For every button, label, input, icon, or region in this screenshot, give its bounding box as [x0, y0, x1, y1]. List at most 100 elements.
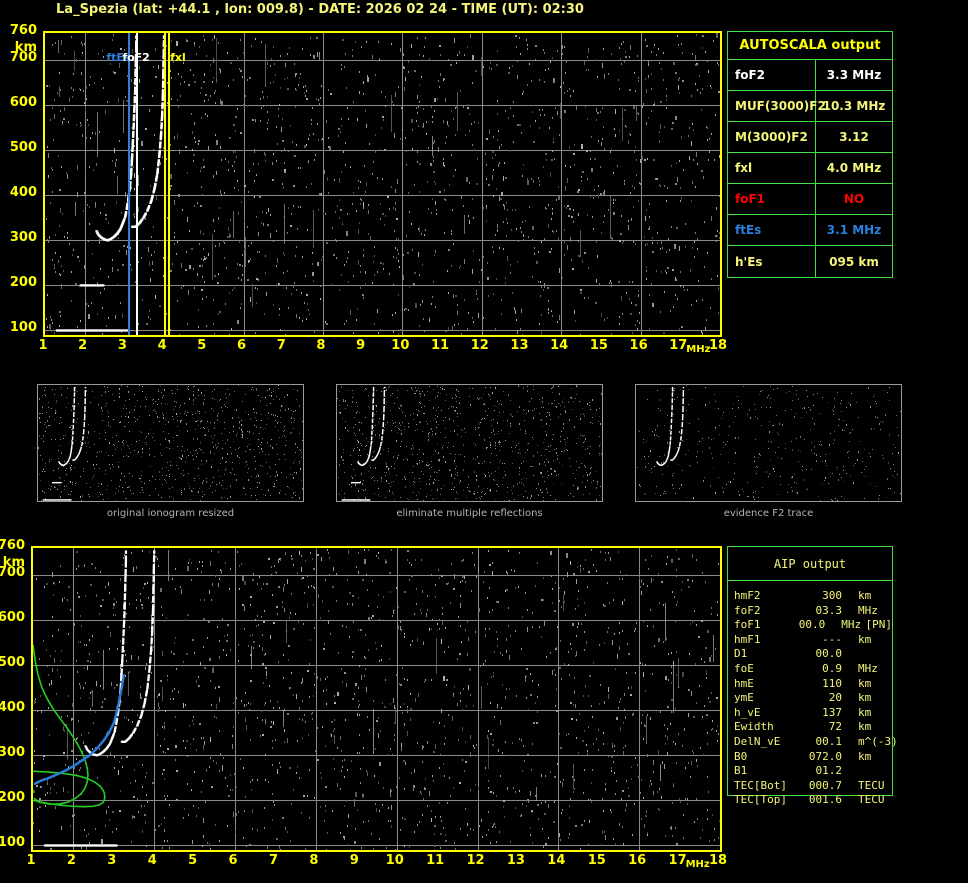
- x-tick-label: 8: [309, 853, 319, 868]
- x-tick-label: 4: [147, 853, 157, 868]
- gridline-vertical: [323, 33, 324, 335]
- gridline-horizontal: [45, 240, 720, 242]
- aip-param-extra: [882, 677, 886, 692]
- aip-param-name: hmF1: [734, 632, 761, 646]
- gridline-horizontal: [45, 105, 720, 107]
- x-tick-label: 2: [78, 338, 88, 353]
- fxl-marker: [164, 33, 167, 335]
- y-tick-label: 700: [0, 565, 25, 581]
- x-tick-label: 14: [550, 338, 569, 353]
- foF2-marker: [136, 33, 139, 335]
- aip-param-value: 001.6: [808, 793, 842, 807]
- autoscala-row: foF2 3.3 MHz: [728, 60, 892, 91]
- gridline-horizontal: [45, 195, 720, 197]
- x-tick-label: 1: [26, 853, 36, 868]
- thumb-f2-trace[interactable]: [635, 384, 902, 502]
- bottom-ionogram-plot[interactable]: [31, 546, 722, 852]
- x-tick-label: 12: [466, 853, 485, 868]
- autoscala-key: M(3000)F2: [728, 122, 816, 152]
- aip-param-unit: TECU: [858, 778, 885, 792]
- aip-param-name: D1: [734, 647, 748, 661]
- aip-param-extra: [882, 633, 886, 648]
- gridline-vertical: [558, 548, 559, 850]
- aip-param-value: 72: [828, 720, 842, 734]
- aip-row: DelN_vE 00.1 m^(-3): [734, 734, 898, 750]
- gridline-vertical: [482, 33, 483, 335]
- ionogram-noise: [45, 33, 720, 335]
- ionogram-traces: [55, 35, 166, 332]
- y-tick-label: 600: [9, 95, 37, 111]
- y-tick-label: 760: [0, 538, 25, 553]
- aip-param-name: foE: [734, 661, 754, 675]
- top-ionogram-plot[interactable]: ftEs foF2 fxl: [43, 31, 722, 337]
- y-axis-unit: km: [14, 40, 37, 55]
- aip-row: Ewidth 72 km: [734, 720, 892, 735]
- x-tick-label: 18: [708, 338, 728, 353]
- aip-param-unit: km: [858, 691, 872, 705]
- aip-row: hmE 110 km: [734, 677, 892, 692]
- autoscala-value: 10.3 MHz: [822, 99, 886, 113]
- ionogram-noise: [33, 548, 720, 850]
- gridline-horizontal: [45, 330, 720, 332]
- aip-param-value: 03.3: [815, 603, 843, 617]
- aip-param-extra: [882, 662, 886, 677]
- autoscala-value: 4.0 MHz: [826, 161, 882, 175]
- aip-param-extra: [882, 735, 886, 750]
- gridline-horizontal: [45, 60, 720, 62]
- aip-param-extra: [882, 750, 886, 765]
- aip-param-unit: TECU: [858, 793, 885, 807]
- ftEs-marker: [128, 33, 131, 335]
- aip-row: foF2 03.3 MHz: [734, 604, 892, 619]
- aip-rows: hmF2 300 km foF2 03.3 MHz foF1 00.0 MHz [PN] hmF1-…: [728, 581, 898, 808]
- aip-param-unit: MHz: [858, 603, 878, 617]
- aip-param-name: hmF2: [734, 589, 761, 602]
- aip-param-name: foF2: [734, 603, 761, 617]
- aip-param-extra: [882, 604, 886, 619]
- aip-param-unit: km: [858, 589, 872, 602]
- aip-param-name: TEC[Top]: [734, 793, 787, 807]
- aip-row: TEC[Bot] 000.7 TECU: [734, 779, 892, 794]
- aip-param-name: ymE: [734, 691, 754, 705]
- thumb-original[interactable]: [37, 384, 304, 502]
- aip-param-extra: [882, 779, 886, 794]
- autoscala-row: ftEs 3.1 MHz: [728, 215, 892, 246]
- x-tick-label: 5: [197, 338, 207, 353]
- x-tick-label: 11: [431, 338, 450, 353]
- thumb-no-multiples[interactable]: [336, 384, 603, 502]
- gridline-horizontal: [33, 800, 720, 802]
- aip-param-extra: [882, 589, 886, 604]
- autoscala-key: ftEs: [728, 215, 816, 245]
- aip-row: foF1 00.0 MHz [PN]: [734, 618, 892, 633]
- aip-param-value: 00.1: [815, 734, 843, 748]
- autoscala-row: M(3000)F2 3.12: [728, 122, 892, 153]
- gridline-vertical: [561, 33, 562, 335]
- x-tick-label: 4: [157, 338, 167, 353]
- x-tick-label: 7: [276, 338, 286, 353]
- autoscala-row: h'Es 095 km: [728, 246, 892, 277]
- aip-param-value: 000.7: [808, 778, 842, 792]
- aip-param-unit: km: [858, 676, 872, 690]
- autoscala-value: NO: [843, 192, 865, 206]
- gridline-vertical: [478, 548, 479, 850]
- page-title: La_Spezia (lat: +44.1 , lon: 009.8) - DA…: [56, 2, 584, 17]
- autoscala-row: foF1 NO: [728, 184, 892, 215]
- aip-param-extra: [882, 647, 886, 662]
- y-tick-label: 300: [9, 230, 37, 246]
- y-tick-label: 100: [0, 835, 25, 851]
- autoscala-value: 3.12: [839, 130, 869, 144]
- aip-param-name: hmE: [734, 676, 754, 690]
- autoscala-key: h'Es: [728, 246, 816, 277]
- y-tick-label: 400: [9, 185, 37, 201]
- x-tick-label: 6: [236, 338, 247, 353]
- fxl-marker: [168, 33, 171, 335]
- x-tick-label: 6: [228, 853, 238, 868]
- aip-param-unit: MHz: [841, 618, 862, 632]
- x-axis-unit: MHz: [686, 344, 711, 355]
- aip-param-unit: [842, 764, 882, 779]
- aip-param-extra: [882, 764, 886, 779]
- x-tick-label: 3: [117, 338, 127, 353]
- aip-row: hmF2 300 km: [734, 589, 892, 604]
- x-tick-label: 10: [385, 853, 404, 868]
- x-tick-label: 10: [391, 338, 410, 353]
- aip-param-unit: km: [858, 720, 872, 734]
